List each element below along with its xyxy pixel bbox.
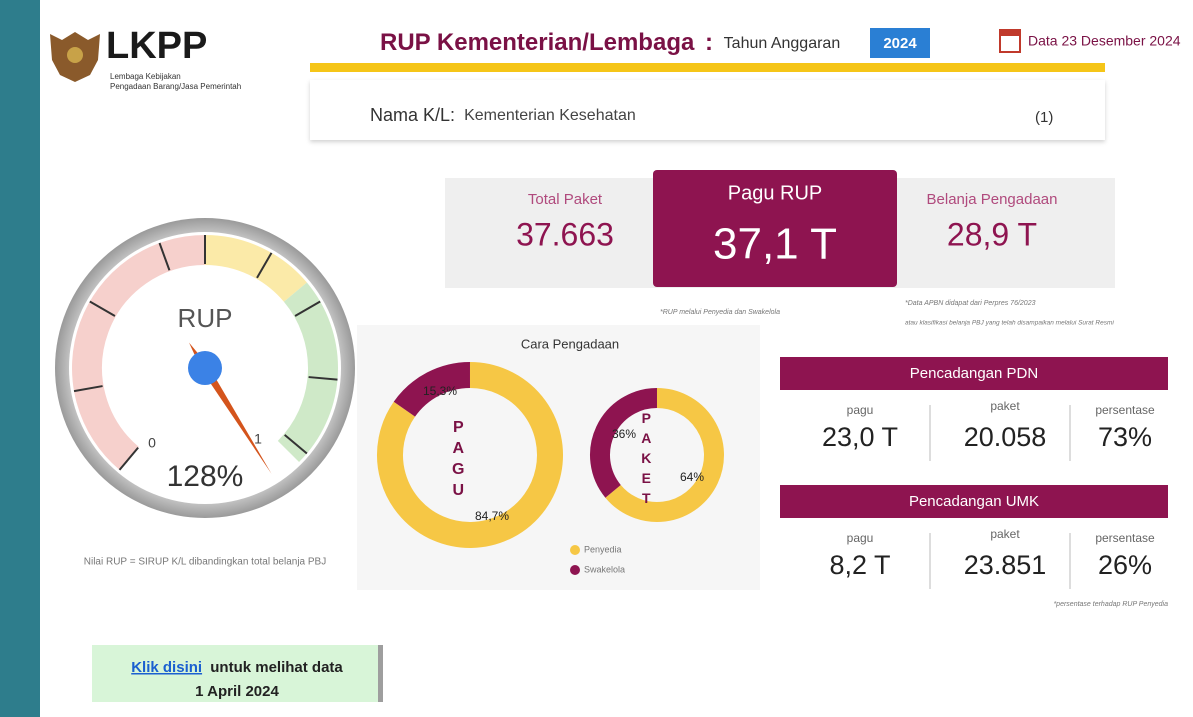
legend-label: Penyedia	[584, 544, 622, 554]
reservation-value: 23,0 T	[822, 422, 898, 452]
reservation-column: paket	[990, 399, 1020, 413]
gauge-note: Nilai RUP = SIRUP K/L dibandingkan total…	[84, 557, 326, 568]
kpi-value: 28,9 T	[947, 216, 1037, 252]
donut-group: 84,7% 15,3% PAGU 64% 36% PAKET Penyedia Swakelo…	[377, 362, 724, 575]
logo-emblem-center	[67, 47, 83, 63]
data-date: Data 23 Desember 2024	[1028, 33, 1181, 49]
link-date: 1 April 2024	[195, 683, 279, 700]
donut-value-label: 64%	[680, 470, 704, 484]
reservation-column: pagu	[847, 531, 874, 545]
donut-segment	[393, 362, 471, 418]
reservation-column: paket	[990, 527, 1020, 541]
logo-name: LKPP	[106, 25, 207, 67]
gauge-max: 1	[254, 431, 262, 447]
kpi-label: Total Paket	[528, 191, 603, 208]
donut-segment	[605, 388, 724, 522]
calendar-icon	[999, 29, 1021, 53]
title-separator: :	[705, 29, 713, 56]
donut-value-label: 36%	[612, 427, 636, 441]
link-line: Klik disini untuk melihat data	[131, 659, 343, 676]
gauge-tick	[89, 300, 116, 317]
year-badge[interactable]	[870, 28, 930, 58]
logo-line: Lembaga Kebijakan	[110, 72, 181, 81]
logo-line: Pengadaan Barang/Jasa Pemerintah	[110, 82, 241, 91]
gauge-tick	[294, 300, 321, 317]
filter[interactable]: Nama K/L: Kementerian Kesehatan	[370, 105, 636, 125]
title-text: RUP Kementerian/Lembaga	[380, 29, 695, 56]
gauge-tick	[158, 242, 171, 271]
reservation-header	[780, 485, 1168, 518]
link-anchor[interactable]: Klik disini	[131, 659, 202, 676]
filter-box[interactable]	[310, 80, 1105, 140]
donut-segment	[590, 388, 658, 498]
note: atau klasifikasi belanja PBJ yang telah …	[905, 320, 1114, 327]
reservation-title: Pencadangan UMK	[909, 493, 1039, 510]
filter-count[interactable]: (1)	[1035, 109, 1053, 126]
reservation-value: 20.058	[964, 422, 1047, 452]
reservation-column: persentase	[1095, 531, 1155, 545]
logo: LKPP Lembaga Kebijakan Pengadaan Barang/…	[50, 25, 241, 91]
donut-segment	[377, 362, 563, 548]
gauge-tick	[284, 434, 308, 455]
kpi-value: 37,1 T	[713, 220, 837, 269]
reservation-column: pagu	[847, 403, 874, 417]
legend-swatch	[570, 565, 580, 575]
kpi-label: Pagu RUP	[728, 182, 823, 204]
legend-swatch	[570, 545, 580, 555]
gauge-tick	[308, 376, 338, 381]
procurement-title: Cara Pengadaan	[521, 336, 619, 351]
reservation-column: persentase	[1095, 403, 1155, 417]
year-label: Tahun Anggaran	[724, 35, 841, 52]
donut-value-label: 84,7%	[475, 509, 509, 523]
kpi-value: 37.663	[516, 216, 614, 252]
gauge-value: 128%	[167, 460, 244, 493]
link-box-edge	[378, 645, 383, 702]
kpi-label: Belanja Pengadaan	[927, 191, 1058, 208]
gauge-band	[204, 235, 307, 303]
note: *Data APBN didapat dari Perpres 76/2023	[905, 300, 1036, 307]
reservation-title: Pencadangan PDN	[910, 365, 1038, 382]
gauge-min: 0	[148, 435, 156, 451]
reservation-value: 26%	[1098, 550, 1152, 580]
gauge-tick	[256, 252, 273, 279]
legend-label: Swakelola	[584, 564, 625, 574]
gauge-tick	[118, 447, 139, 471]
note: *persentase terhadap RUP Penyedia	[1053, 601, 1168, 608]
gauge-label: RUP	[178, 303, 233, 333]
reservation-value: 8,2 T	[829, 550, 890, 580]
page-title: RUP Kementerian/Lembaga : Tahun Anggaran	[380, 29, 840, 56]
filter-value[interactable]: Kementerian Kesehatan	[464, 107, 636, 124]
reservation-value: 23.851	[964, 550, 1047, 580]
reservation-value: 73%	[1098, 422, 1152, 452]
link-box	[92, 645, 382, 702]
accent-bar	[310, 63, 1105, 72]
gauge-hub	[188, 351, 222, 385]
note: *RUP melalui Penyedia dan Swakelola	[660, 309, 780, 316]
year-value[interactable]: 2024	[883, 35, 917, 52]
reservation-group: Pencadangan PDN pagu 23,0 T paket 20.058 pers…	[780, 357, 1168, 589]
kpi-highlight	[653, 170, 897, 287]
filter-label[interactable]: Nama K/L:	[370, 105, 455, 125]
donut-label: PAKET	[638, 410, 654, 510]
donut-label: PAGU	[450, 419, 467, 503]
gauge-tick	[73, 385, 103, 393]
reservation-header	[780, 357, 1168, 390]
link-text: untuk melihat data	[210, 659, 343, 676]
side-bar	[0, 0, 40, 717]
donut-value-label: 15,3%	[423, 384, 457, 398]
gauge-band	[277, 282, 338, 463]
